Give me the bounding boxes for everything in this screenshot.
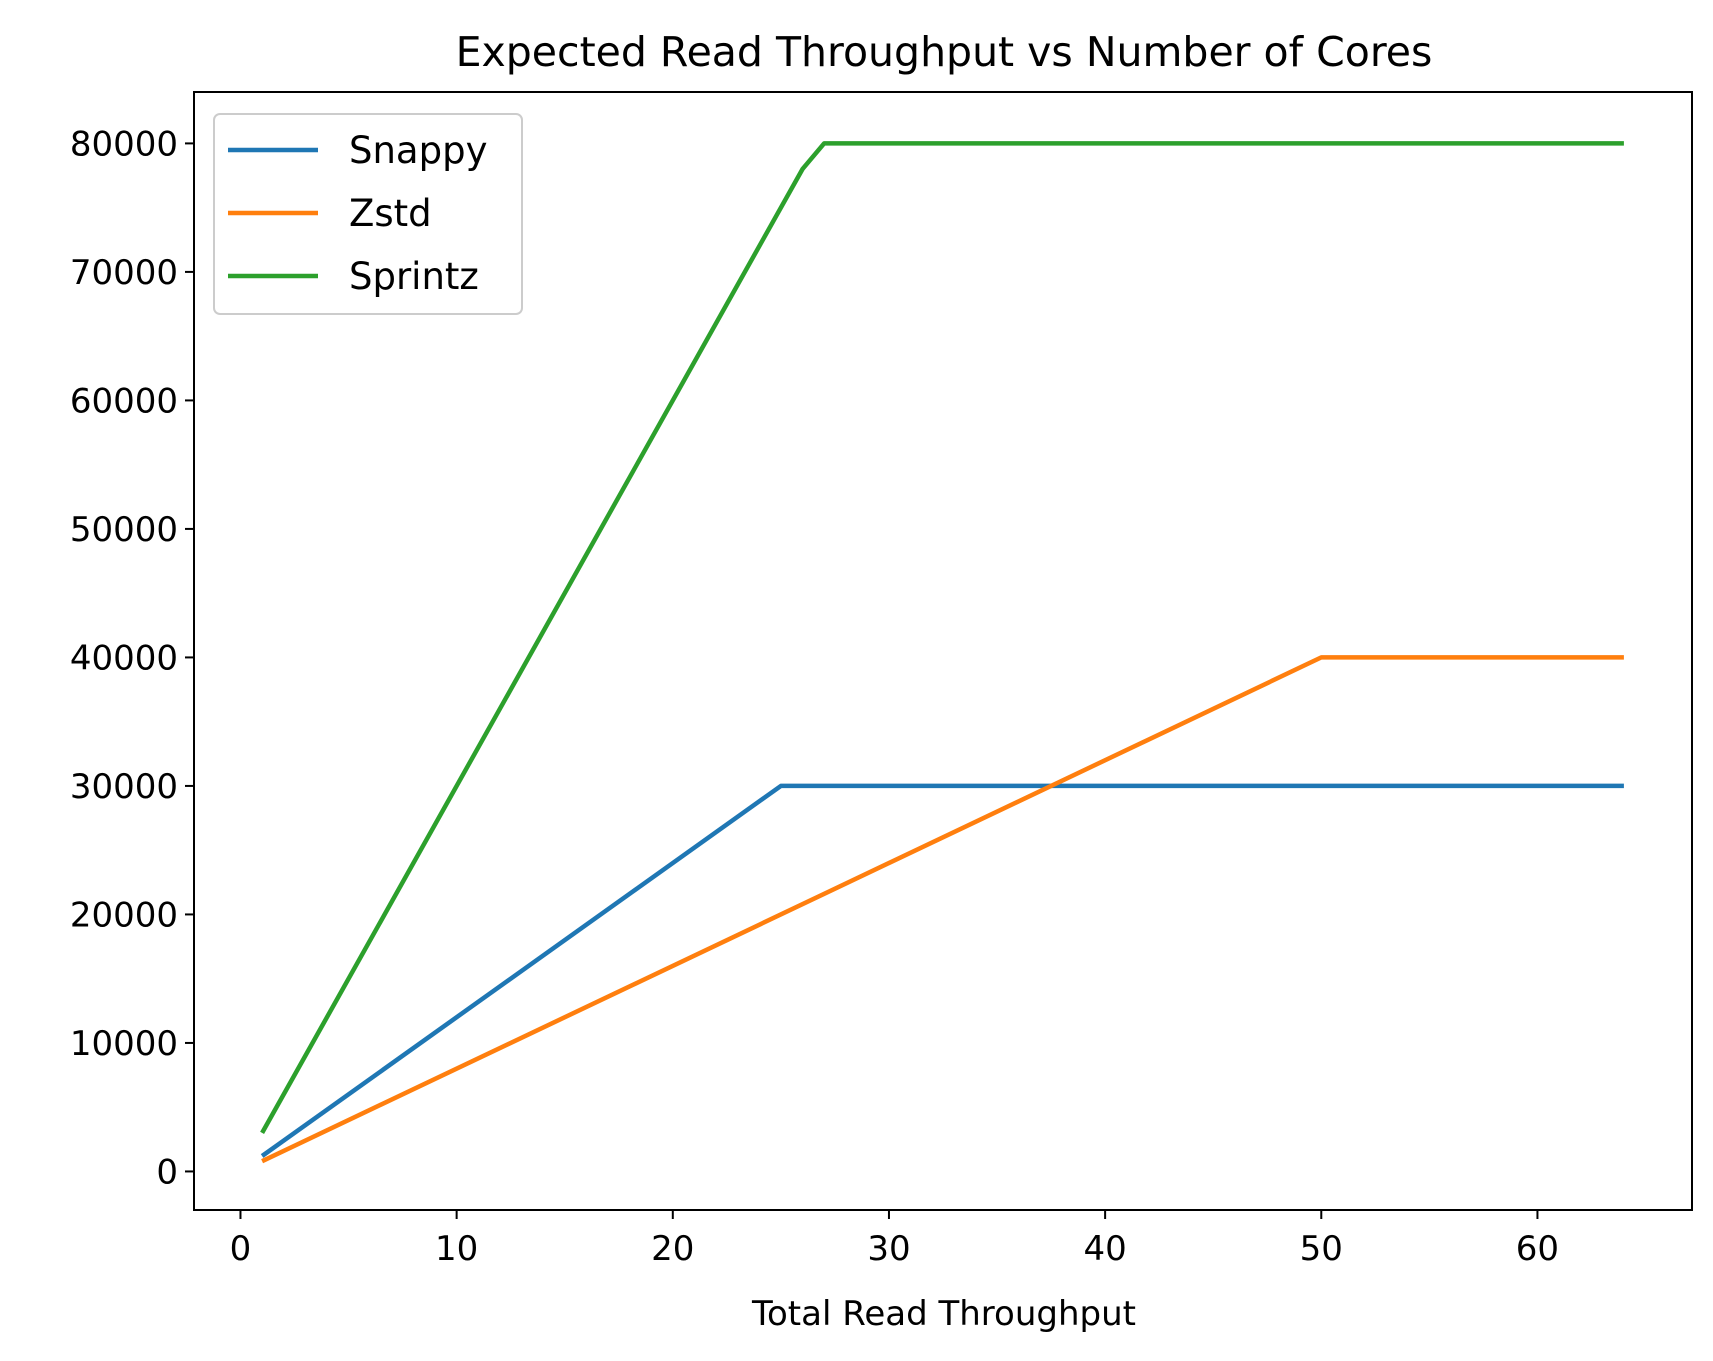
series-lines bbox=[260, 141, 1624, 1164]
y-tick-label: 30000 bbox=[70, 767, 178, 807]
x-tick-label: 50 bbox=[1300, 1229, 1343, 1269]
x-tick-label: 40 bbox=[1083, 1229, 1126, 1269]
legend-label-snappy: Snappy bbox=[349, 129, 487, 172]
y-tick-label: 50000 bbox=[70, 510, 178, 550]
x-tick-label: 60 bbox=[1516, 1229, 1559, 1269]
x-tick-label: 30 bbox=[867, 1229, 910, 1269]
legend-box bbox=[213, 113, 523, 315]
y-tick-label: 20000 bbox=[70, 895, 178, 935]
y-tick-label: 0 bbox=[156, 1152, 178, 1192]
legend-items: Snappy Zstd Sprintz bbox=[228, 129, 487, 298]
x-tick-label: 20 bbox=[651, 1229, 694, 1269]
y-tick-label: 80000 bbox=[70, 124, 178, 164]
series-line-snappy bbox=[260, 783, 1624, 1158]
y-tick-label: 40000 bbox=[70, 638, 178, 678]
legend: Snappy Zstd Sprintz bbox=[213, 113, 523, 315]
y-tick-label: 10000 bbox=[70, 1024, 178, 1064]
legend-label-zstd: Zstd bbox=[349, 192, 432, 235]
y-tick-label: 70000 bbox=[70, 253, 178, 293]
chart-title: Expected Read Throughput vs Number of Co… bbox=[456, 28, 1433, 76]
plot-frame bbox=[193, 91, 1693, 1211]
y-axis-ticks: 0 10000 20000 30000 40000 50000 60000 70000 8000… bbox=[70, 124, 194, 1192]
y-tick-label: 60000 bbox=[70, 381, 178, 421]
series-line-zstd bbox=[261, 655, 1624, 1164]
plot-area: 0 10 20 30 40 50 60 0 10000 20000 30000 40000 50000… bbox=[70, 91, 1693, 1269]
series-line-sprintz bbox=[260, 141, 1624, 1135]
x-axis-label: Total Read Throughput bbox=[751, 1294, 1136, 1334]
x-tick-label: 10 bbox=[435, 1229, 478, 1269]
x-axis-ticks: 0 10 20 30 40 50 60 bbox=[230, 1210, 1559, 1269]
x-tick-label: 0 bbox=[230, 1229, 252, 1269]
legend-label-sprintz: Sprintz bbox=[349, 255, 479, 298]
